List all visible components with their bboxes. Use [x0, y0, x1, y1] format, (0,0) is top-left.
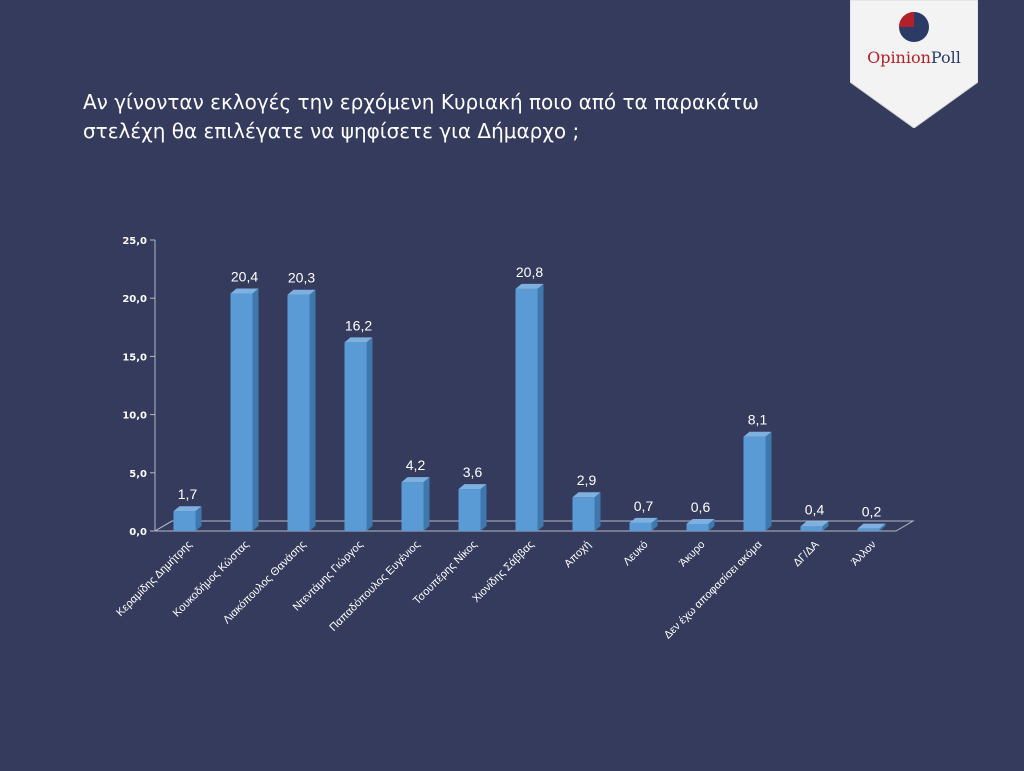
logo-text-opinion: Opinion: [867, 48, 931, 67]
bar: [629, 522, 652, 531]
y-tick-label: 15,0: [122, 352, 147, 363]
category-label: Άκυρο: [677, 539, 708, 570]
bar-side: [423, 477, 430, 531]
category-label: Λευκό: [621, 539, 651, 569]
category-label: Χιονίδης Σάββας: [470, 539, 536, 605]
bar-top: [686, 519, 715, 525]
category-label: Δεν έχω αποφασίσει ακόμα: [662, 538, 765, 641]
bar-side: [195, 506, 202, 531]
bar-top: [173, 506, 202, 512]
bar-side: [366, 337, 373, 531]
bar-top: [857, 523, 886, 529]
data-label: 4,2: [406, 457, 426, 473]
category-label: Αποχή: [562, 539, 593, 570]
bar-top: [344, 337, 373, 343]
bar-side: [252, 288, 259, 531]
axis-depth-line: [154, 520, 173, 532]
chart-title-line-1: Αν γίνονταν εκλογές την ερχόμενη Κυριακή…: [83, 90, 759, 114]
data-label: 0,7: [634, 498, 654, 514]
bar-side: [708, 519, 715, 531]
bar-top: [743, 431, 772, 437]
data-label: 0,2: [862, 504, 882, 520]
bar: [401, 482, 424, 531]
y-tick-label: 20,0: [122, 294, 147, 305]
data-label: 16,2: [345, 317, 372, 333]
bar-side: [594, 492, 601, 531]
bar: [572, 497, 595, 531]
data-label: 8,1: [748, 412, 768, 428]
data-label: 20,3: [288, 270, 315, 286]
data-label: 20,8: [516, 264, 543, 280]
bar-top: [401, 477, 430, 483]
bar: [344, 342, 367, 531]
data-label: 20,4: [231, 269, 258, 285]
data-label: 0,4: [805, 501, 825, 517]
bar-side: [651, 517, 658, 531]
category-label: ΔΓ/ΔΑ: [791, 538, 822, 569]
bar-side: [309, 289, 316, 531]
bar-side: [537, 283, 544, 531]
bar: [743, 436, 766, 531]
bar-top: [230, 288, 259, 294]
bar-side: [879, 523, 886, 531]
bar: [515, 288, 538, 531]
bar-top: [287, 289, 316, 295]
logo-text-poll: Poll: [931, 48, 961, 67]
opinionpoll-logo: OpinionPoll: [849, 0, 979, 129]
bar: [230, 293, 253, 531]
data-label: 3,6: [463, 464, 483, 480]
bar: [458, 489, 481, 531]
chart-title: Αν γίνονταν εκλογές την ερχόμενη Κυριακή…: [83, 88, 843, 146]
bar-side: [765, 431, 772, 531]
category-label: Άλλον: [849, 538, 879, 568]
bar-top: [572, 492, 601, 498]
y-tick-label: 0,0: [129, 527, 147, 538]
bar: [173, 511, 196, 531]
chart-title-line-2: στελέχη θα επιλέγατε να ψηφίσετε για Δήμ…: [83, 119, 580, 143]
data-label: 1,7: [178, 486, 198, 502]
bar-side: [480, 484, 487, 531]
bar: [287, 294, 310, 531]
bar-top: [458, 484, 487, 490]
y-tick-label: 25,0: [122, 236, 147, 247]
y-tick-label: 5,0: [129, 469, 147, 480]
bar: [686, 524, 709, 531]
data-label: 2,9: [577, 472, 597, 488]
bar-top: [515, 283, 544, 289]
bar-side: [822, 521, 829, 531]
svg-text:OpinionPoll: OpinionPoll: [867, 48, 961, 67]
y-tick-label: 10,0: [122, 411, 147, 422]
bar-top: [800, 521, 829, 527]
bar-top: [629, 517, 658, 523]
bar: [800, 526, 823, 531]
data-label: 0,6: [691, 499, 711, 515]
bar: [857, 528, 880, 531]
